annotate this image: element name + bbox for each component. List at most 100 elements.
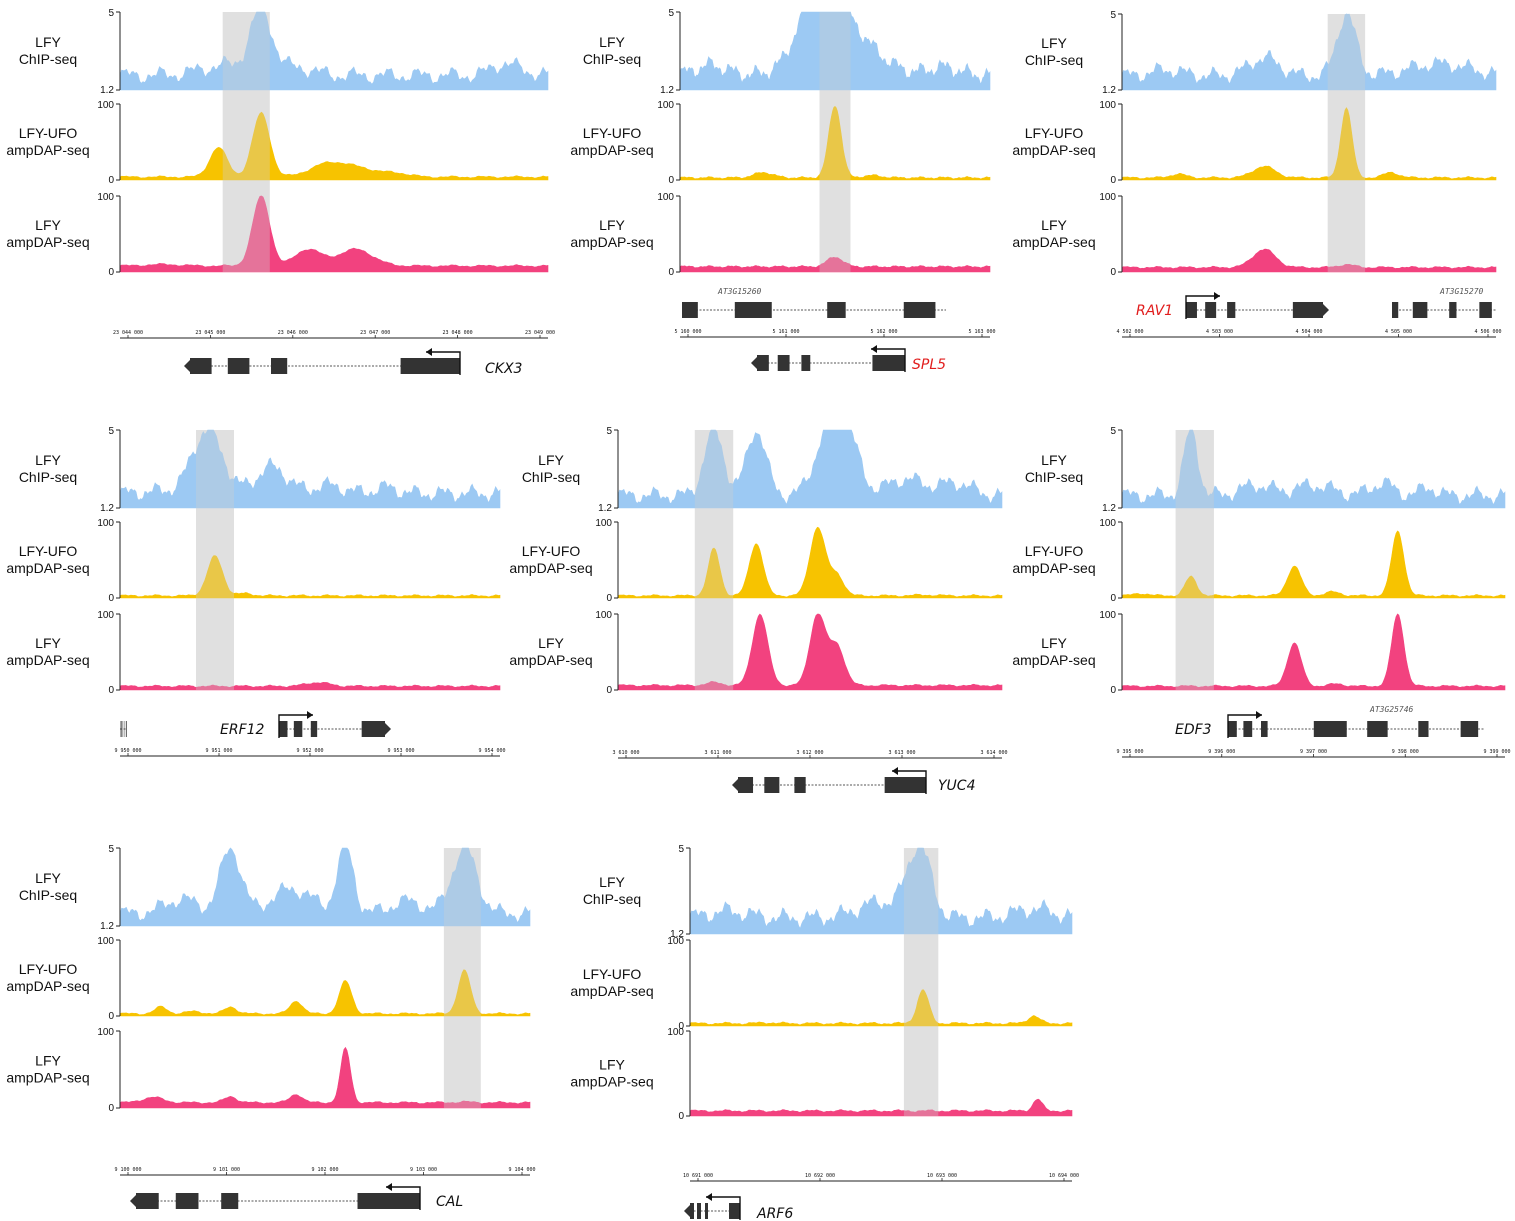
highlight-overlay bbox=[222, 12, 270, 272]
gene-model-exon bbox=[872, 355, 905, 371]
highlight-overlay bbox=[1175, 430, 1214, 690]
panel-yuc4: 51.210001000LFYChIP-seqLFY-UFOampDAP-seq… bbox=[509, 426, 1008, 794]
panel-spl5: 51.210001000LFYChIP-seqLFY-UFOampDAP-seq… bbox=[570, 8, 995, 373]
gene-model-exon bbox=[361, 721, 385, 737]
neighbor-exon bbox=[1367, 721, 1388, 737]
highlight-overlay bbox=[1327, 14, 1366, 272]
gene-model-tss-arrowhead bbox=[871, 345, 877, 353]
lfy-track-tick-label-max: 100 bbox=[1099, 610, 1116, 621]
lfy-label-line2: ampDAP-seq bbox=[1012, 234, 1095, 250]
gene-model-arrowhead bbox=[385, 723, 391, 735]
gene-model-exon bbox=[1228, 721, 1237, 737]
chip-track-tick-label-min: 1.2 bbox=[1102, 503, 1116, 514]
gene-model-exon bbox=[1243, 721, 1253, 737]
gene-model-arrowhead bbox=[751, 357, 757, 369]
gene-name-label: CAL bbox=[436, 1194, 463, 1210]
chip-label-line2: ChIP-seq bbox=[1025, 52, 1083, 68]
lfy-label-line1: LFY bbox=[35, 1053, 61, 1069]
gene-model-exon bbox=[884, 777, 926, 793]
ruler-tick-label: 23 048 000 bbox=[443, 330, 473, 336]
gene-model-exon bbox=[764, 777, 780, 793]
ufo-track-tick-label-max: 100 bbox=[1099, 518, 1116, 529]
gene-model-exon bbox=[400, 358, 460, 374]
gene-model-arrowhead bbox=[684, 1205, 690, 1217]
chip-track-signal bbox=[119, 429, 501, 509]
lfy-track-tick-label-min: 0 bbox=[108, 1103, 114, 1114]
gene-model-exon bbox=[227, 358, 250, 374]
gene-model-tss-arrow bbox=[386, 1186, 421, 1210]
gene-model-exon bbox=[1261, 721, 1268, 737]
gene-model-exon bbox=[697, 1203, 701, 1219]
chip-label-line1: LFY bbox=[1041, 35, 1067, 51]
ruler-tick-label: 9 104 000 bbox=[508, 1167, 535, 1173]
lfy-label-line1: LFY bbox=[599, 1057, 625, 1073]
ruler-tick-label: 3 613 000 bbox=[888, 750, 915, 756]
chip-track-tick-label-max: 5 bbox=[108, 426, 114, 437]
gene-model-tss-arrowhead bbox=[1256, 711, 1262, 719]
chip-label-line2: ChIP-seq bbox=[583, 51, 641, 67]
chip-track-tick-label-max: 5 bbox=[1110, 10, 1116, 21]
gene-model-tss-arrow bbox=[871, 348, 906, 372]
lfy-track-tick-label-max: 100 bbox=[97, 192, 114, 203]
neighbor-exon bbox=[1338, 721, 1347, 737]
gene-model-tss-arrow bbox=[1227, 714, 1262, 738]
ruler-tick-label: 9 399 000 bbox=[1483, 749, 1510, 755]
chip-track-tick-label-max: 5 bbox=[1110, 426, 1116, 437]
panel-cal: 51.210001000LFYChIP-seqLFY-UFOampDAP-seq… bbox=[6, 844, 536, 1210]
ruler-tick-label: 9 950 000 bbox=[114, 748, 141, 754]
ufo-track-tick-label-min: 0 bbox=[108, 175, 114, 186]
lfy-label-line2: ampDAP-seq bbox=[6, 1070, 89, 1086]
neighbor-exon bbox=[734, 302, 772, 318]
lfy-label-line2: ampDAP-seq bbox=[6, 234, 89, 250]
ruler-tick-label: 3 611 000 bbox=[704, 750, 731, 756]
highlight-overlay bbox=[903, 848, 939, 1116]
ruler-tick-label: 5 162 000 bbox=[870, 329, 897, 335]
ruler-tick-label: 23 045 000 bbox=[195, 330, 225, 336]
ufo-track-tick-label-min: 0 bbox=[668, 175, 674, 186]
lfy-track-tick-label-max: 100 bbox=[97, 1027, 114, 1038]
ruler-tick-label: 9 954 000 bbox=[478, 748, 505, 754]
ruler-tick-label: 10 694 000 bbox=[1049, 1173, 1079, 1179]
ufo-track-tick-label-min: 0 bbox=[108, 1011, 114, 1022]
ruler-tick-label: 9 396 000 bbox=[1208, 749, 1235, 755]
neighbor-exon bbox=[1460, 721, 1479, 737]
gene-model-exon bbox=[136, 1193, 159, 1209]
chip-label-line1: LFY bbox=[35, 34, 61, 50]
lfy-label-line1: LFY bbox=[1041, 217, 1067, 233]
lfy-label-line2: ampDAP-seq bbox=[570, 234, 653, 250]
chip-track-tick-label-min: 1.2 bbox=[1102, 85, 1116, 96]
chip-label-line2: ChIP-seq bbox=[522, 469, 580, 485]
gene-model-tss-arrowhead bbox=[426, 348, 432, 356]
gene-model-exon bbox=[310, 721, 318, 737]
ufo-track-tick-label-max: 100 bbox=[667, 936, 684, 947]
chip-track-signal bbox=[689, 847, 1073, 935]
gene-model-exon bbox=[279, 721, 288, 737]
chip-track-tick-label-min: 1.2 bbox=[598, 503, 612, 514]
gene-model-exon bbox=[1227, 302, 1236, 318]
lfy-track-tick-label-max: 100 bbox=[657, 192, 674, 203]
ruler-tick-label: 4 506 000 bbox=[1474, 329, 1501, 335]
gene-model-exon bbox=[190, 358, 212, 374]
gene-model-arrowhead bbox=[1323, 304, 1329, 316]
neighbor-exon bbox=[125, 721, 127, 737]
ufo-label-line1: LFY-UFO bbox=[19, 961, 78, 977]
ufo-track-tick-label-max: 100 bbox=[1099, 100, 1116, 111]
ruler-tick-label: 9 103 000 bbox=[410, 1167, 437, 1173]
gene-model-exon bbox=[293, 721, 303, 737]
ruler-tick-label: 4 502 000 bbox=[1116, 329, 1143, 335]
ufo-track-tick-label-min: 0 bbox=[678, 1021, 684, 1032]
ruler-tick-label: 5 161 000 bbox=[772, 329, 799, 335]
gene-name-label: SPL5 bbox=[912, 357, 946, 373]
gene-model-tss-arrowhead bbox=[386, 1183, 392, 1191]
chip-label-line1: LFY bbox=[35, 452, 61, 468]
gene-model-exon bbox=[1292, 302, 1323, 318]
ufo-track-tick-label-max: 100 bbox=[97, 518, 114, 529]
gene-model-exon bbox=[1186, 302, 1197, 318]
chip-label-line1: LFY bbox=[35, 870, 61, 886]
ufo-track-signal bbox=[119, 111, 549, 181]
chip-track-signal bbox=[679, 11, 991, 91]
lfy-track-signal bbox=[119, 681, 501, 691]
ufo-label-line2: ampDAP-seq bbox=[6, 978, 89, 994]
ufo-track-signal bbox=[1121, 107, 1497, 181]
ruler-tick-label: 9 398 000 bbox=[1392, 749, 1419, 755]
